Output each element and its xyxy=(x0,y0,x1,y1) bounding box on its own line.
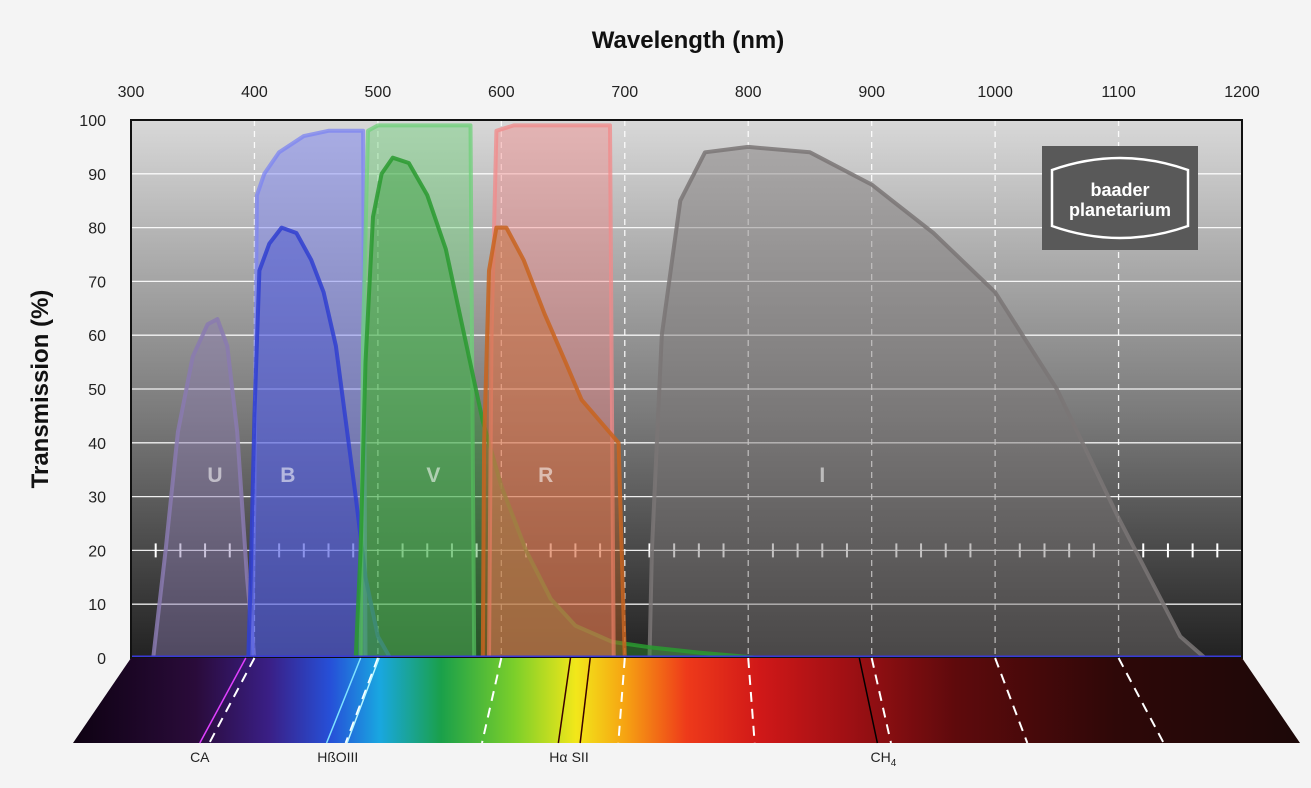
spectral-line-marker xyxy=(557,657,572,744)
floor-gridline xyxy=(344,657,379,744)
y-tick-label: 30 xyxy=(88,490,106,507)
floor-gridline xyxy=(870,657,892,744)
svg-text:planetarium: planetarium xyxy=(1069,200,1171,220)
y-tick-label: 10 xyxy=(88,597,106,614)
y-tick-label: 80 xyxy=(88,221,106,238)
y-tick-label: 50 xyxy=(88,382,106,399)
band-label-u: U xyxy=(207,464,222,487)
spectral-line-marker xyxy=(346,657,380,744)
spectral-line-marker xyxy=(325,657,362,744)
x-tick-label: 1200 xyxy=(1224,84,1260,101)
x-tick-label: 300 xyxy=(118,84,145,101)
spectral-line-label: SII xyxy=(572,749,589,765)
y-tick-label: 0 xyxy=(97,651,106,668)
spectral-line-label: CH4 xyxy=(870,749,896,769)
spectrum-floor-markers xyxy=(199,657,1165,744)
spectral-line-label: OIII xyxy=(336,749,359,765)
x-tick-label: 500 xyxy=(365,84,392,101)
floor-gridline xyxy=(617,657,626,744)
spectral-line-label: Hß xyxy=(317,749,336,765)
x-tick-label: 1100 xyxy=(1101,84,1136,101)
y-tick-label: 100 xyxy=(79,113,106,130)
y-tick-label: 20 xyxy=(88,543,106,560)
response-curve-b xyxy=(246,225,393,660)
x-tick-label: 900 xyxy=(858,84,885,101)
y-axis-title: Transmission (%) xyxy=(27,290,54,489)
y-tick-label: 60 xyxy=(88,328,106,345)
spectrum-floor xyxy=(73,658,1300,743)
band-label-i: I xyxy=(819,464,825,487)
response-curve-r xyxy=(480,225,627,660)
y-tick-label: 70 xyxy=(88,274,106,291)
floor-gridline xyxy=(994,657,1029,744)
y-tick-label: 40 xyxy=(88,436,106,453)
x-tick-label: 600 xyxy=(488,84,515,101)
x-tick-label: 1000 xyxy=(977,84,1013,101)
x-tick-label: 800 xyxy=(735,84,762,101)
band-label-r: R xyxy=(538,464,553,487)
y-tick-label: 90 xyxy=(88,167,106,184)
spectral-line-marker xyxy=(579,657,591,744)
spectral-line-marker xyxy=(858,657,879,744)
response-curve-v xyxy=(353,155,763,660)
x-tick-label: 700 xyxy=(611,84,638,101)
response-curve-i xyxy=(647,144,1207,660)
filter-band-r xyxy=(487,123,616,660)
transmission-curves xyxy=(131,123,1242,660)
floor-gridline xyxy=(481,657,503,744)
floor-gridline xyxy=(747,657,756,744)
band-label-v: V xyxy=(426,464,440,487)
x-tick-label: 400 xyxy=(241,84,268,101)
spectral-line-marker xyxy=(199,657,247,744)
spectral-line-label: Hα xyxy=(549,749,567,765)
baader-logo: baader planetarium xyxy=(1042,146,1198,250)
x-axis-title: Wavelength (nm) xyxy=(592,27,784,54)
x-axis-ticks: 300 400 500 600 700 800 900 1000 1100 1200 xyxy=(118,84,1260,101)
band-label-b: B xyxy=(280,464,295,487)
spectral-line-label: CA xyxy=(190,749,210,765)
spectral-line-labels: CA Hß OIII Hα SII CH4 xyxy=(190,749,897,769)
svg-text:baader: baader xyxy=(1090,180,1149,200)
y-axis-ticks: 0 10 20 30 40 50 60 70 80 90 100 xyxy=(79,113,106,668)
